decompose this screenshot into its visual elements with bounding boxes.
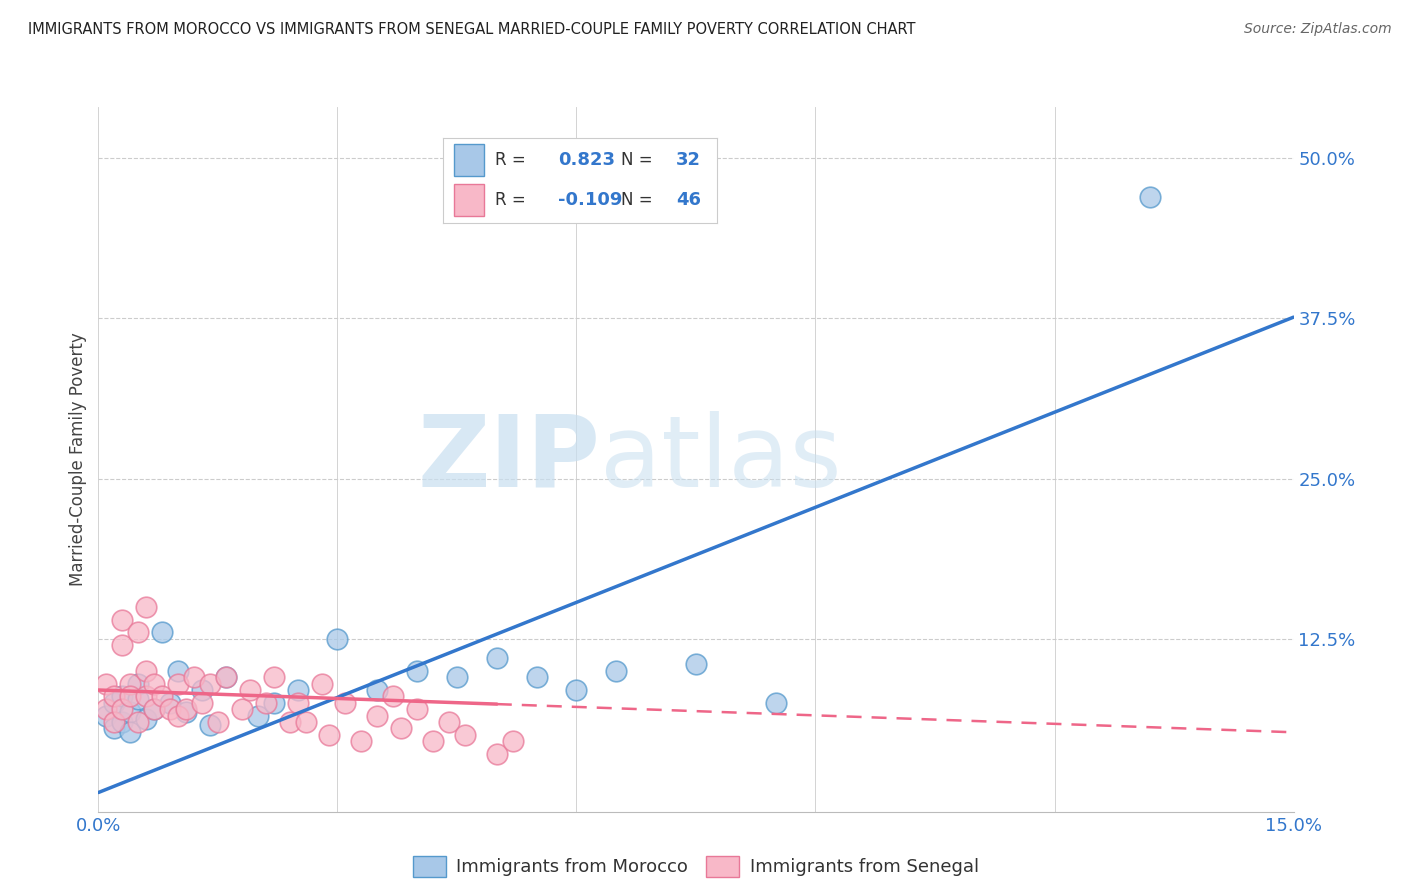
Text: R =: R = xyxy=(495,191,526,209)
Point xyxy=(278,714,301,729)
Point xyxy=(454,728,477,742)
Point xyxy=(127,676,149,690)
Text: 32: 32 xyxy=(676,152,702,169)
Point xyxy=(167,676,190,690)
Point xyxy=(502,734,524,748)
Point xyxy=(111,690,134,704)
Point xyxy=(263,696,285,710)
Point xyxy=(382,690,405,704)
Point xyxy=(318,728,340,742)
Point xyxy=(96,708,118,723)
Text: IMMIGRANTS FROM MOROCCO VS IMMIGRANTS FROM SENEGAL MARRIED-COUPLE FAMILY POVERTY: IMMIGRANTS FROM MOROCCO VS IMMIGRANTS FR… xyxy=(28,22,915,37)
Point xyxy=(485,651,508,665)
Point xyxy=(183,670,205,684)
Point xyxy=(287,683,309,698)
Point xyxy=(263,670,285,684)
Point xyxy=(366,683,388,698)
Point xyxy=(135,713,157,727)
Point xyxy=(406,664,429,678)
Legend: Immigrants from Morocco, Immigrants from Senegal: Immigrants from Morocco, Immigrants from… xyxy=(406,848,986,884)
Point xyxy=(120,705,142,719)
Text: N =: N = xyxy=(621,191,652,209)
Point xyxy=(135,690,157,704)
Text: 0.823: 0.823 xyxy=(558,152,614,169)
Point xyxy=(191,696,214,710)
FancyBboxPatch shape xyxy=(454,145,484,177)
Point xyxy=(485,747,508,761)
Point xyxy=(311,676,333,690)
Point xyxy=(231,702,253,716)
Point xyxy=(103,722,125,736)
Text: -0.109: -0.109 xyxy=(558,191,623,209)
Point xyxy=(174,705,197,719)
Point xyxy=(326,632,349,646)
Point xyxy=(120,725,142,739)
Point xyxy=(350,734,373,748)
Point xyxy=(605,664,627,678)
Point xyxy=(422,734,444,748)
Point xyxy=(406,702,429,716)
Y-axis label: Married-Couple Family Poverty: Married-Couple Family Poverty xyxy=(69,333,87,586)
Point xyxy=(239,683,262,698)
Point xyxy=(437,714,460,729)
Point xyxy=(207,714,229,729)
Point xyxy=(143,702,166,716)
Point xyxy=(103,696,125,710)
Point xyxy=(150,690,173,704)
Point xyxy=(254,696,277,710)
Point xyxy=(103,714,125,729)
Point xyxy=(96,676,118,690)
Point xyxy=(127,692,149,706)
Point xyxy=(111,613,134,627)
Text: N =: N = xyxy=(621,152,652,169)
Point xyxy=(174,702,197,716)
Point xyxy=(685,657,707,672)
Point xyxy=(198,717,221,731)
Point xyxy=(143,702,166,716)
Point xyxy=(159,702,181,716)
Point xyxy=(120,676,142,690)
Text: Source: ZipAtlas.com: Source: ZipAtlas.com xyxy=(1244,22,1392,37)
Text: 46: 46 xyxy=(676,191,702,209)
Point xyxy=(526,670,548,684)
Point xyxy=(96,702,118,716)
Point xyxy=(111,638,134,652)
Point xyxy=(287,696,309,710)
Point xyxy=(120,690,142,704)
Point xyxy=(167,708,190,723)
Point xyxy=(215,670,238,684)
Point xyxy=(127,714,149,729)
Text: ZIP: ZIP xyxy=(418,411,600,508)
Point xyxy=(111,702,134,716)
Point xyxy=(135,664,157,678)
Point xyxy=(366,708,388,723)
Point xyxy=(294,714,316,729)
Point xyxy=(215,670,238,684)
Point xyxy=(765,696,787,710)
Point xyxy=(103,690,125,704)
Point xyxy=(191,683,214,698)
Text: R =: R = xyxy=(495,152,526,169)
Point xyxy=(111,714,134,729)
Point xyxy=(198,676,221,690)
Point xyxy=(1139,190,1161,204)
FancyBboxPatch shape xyxy=(454,184,484,216)
Point xyxy=(335,696,357,710)
Point xyxy=(143,676,166,690)
Point xyxy=(246,708,269,723)
Point xyxy=(135,599,157,614)
Point xyxy=(127,625,149,640)
Point xyxy=(565,683,588,698)
Point xyxy=(167,664,190,678)
Point xyxy=(159,696,181,710)
Point xyxy=(446,670,468,684)
Point xyxy=(389,722,412,736)
Text: atlas: atlas xyxy=(600,411,842,508)
Point xyxy=(150,625,173,640)
